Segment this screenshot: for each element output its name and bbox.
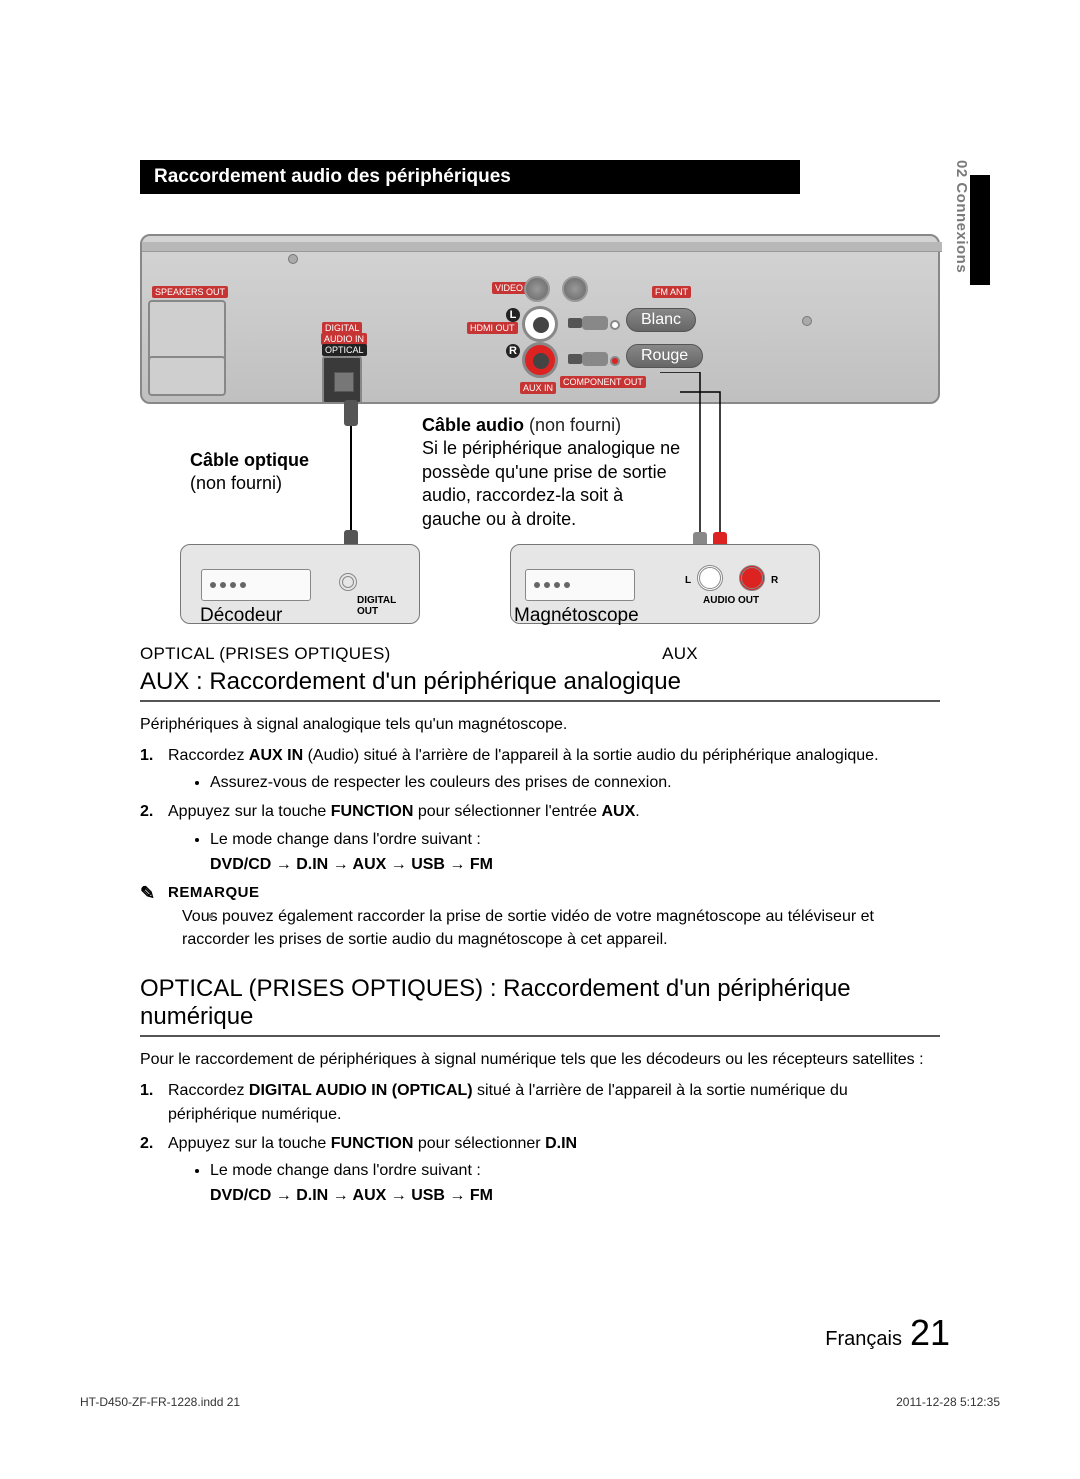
optical-port-inner	[334, 372, 354, 392]
bullet-square-icon: ▪	[208, 905, 214, 928]
side-black-bar	[970, 175, 990, 285]
section-banner: Raccordement audio des périphériques	[140, 160, 800, 194]
remark-heading: ✎ REMARQUE	[140, 884, 940, 901]
aux-mode-chain: DVD/CD → D.IN → AUX → USB → FM	[168, 853, 940, 876]
aux-section-label: AUX	[500, 644, 860, 664]
opt-step2-b1: FUNCTION	[331, 1135, 414, 1152]
print-timestamp: 2011-12-28 5:12:35	[896, 1395, 1000, 1409]
page-footer: Français 21	[825, 1312, 950, 1354]
opt-step2-pre: Appuyez sur la touche	[168, 1135, 331, 1152]
optical-label: OPTICAL	[322, 344, 367, 356]
vcr-label: Magnétoscope	[514, 604, 639, 629]
decoder-optical-port	[339, 573, 357, 591]
print-file: HT-D450-ZF-FR-1228.indd 21	[80, 1395, 240, 1409]
opt-step2-bullet: Le mode change dans l'ordre suivant :	[210, 1159, 940, 1182]
white-dot-icon	[610, 320, 620, 330]
rca-plug-white-icon	[568, 314, 608, 332]
step-number: 1.	[140, 1079, 153, 1102]
step-number: 1.	[140, 744, 153, 767]
optical-cable-label: Câble optique	[190, 450, 309, 470]
aux-in-label: AUX IN	[520, 382, 556, 394]
step-number: 2.	[140, 1132, 153, 1155]
opt-step2-b2: D.IN	[545, 1135, 577, 1152]
hdmi-out-label: HDMI OUT	[467, 322, 518, 334]
vcr-r-label: R	[771, 575, 778, 586]
vcr-l-label: L	[685, 575, 691, 586]
aux-step1-bullet: Assurez-vous de respecter les couleurs d…	[210, 771, 940, 794]
opt-step1-b1: DIGITAL AUDIO IN (OPTICAL)	[249, 1082, 473, 1099]
rca-cable-line-icon	[600, 372, 730, 562]
vcr-left-jack	[697, 565, 723, 591]
aux-step-2: 2. Appuyez sur la touche FUNCTION pour s…	[140, 800, 940, 876]
optical-cable-sub: (non fourni)	[190, 473, 282, 493]
optical-step-1: 1. Raccordez DIGITAL AUDIO IN (OPTICAL) …	[140, 1079, 940, 1125]
optical-cable-note: Câble optique (non fourni)	[190, 449, 309, 496]
optical-intro: Pour le raccordement de périphériques à …	[140, 1051, 940, 1069]
screw-icon	[288, 254, 298, 264]
decoder-body	[201, 569, 311, 601]
device-top-band	[142, 242, 942, 252]
aux-step-1: 1. Raccordez AUX IN (Audio) situé à l'ar…	[140, 744, 940, 794]
aux-step1-b1: AUX IN	[249, 747, 303, 764]
aux-steps: 1. Raccordez AUX IN (Audio) situé à l'ar…	[140, 744, 940, 876]
aux-in-right-jack	[522, 342, 558, 378]
rca-plug-red-icon	[568, 350, 608, 368]
optical-step-2: 2. Appuyez sur la touche FUNCTION pour s…	[140, 1132, 940, 1208]
aux-step1-pre: Raccordez	[168, 747, 249, 764]
footer-page-number: 21	[910, 1312, 950, 1354]
remark-text: Vous pouvez également raccorder la prise…	[182, 908, 874, 948]
optical-section-label: OPTICAL (PRISES OPTIQUES)	[140, 644, 500, 664]
audio-cable-label: Câble audio	[422, 415, 524, 435]
aux-l-marker: L	[506, 308, 520, 322]
red-dot-icon	[610, 356, 620, 366]
video-out-port	[524, 276, 550, 302]
optical-port	[322, 356, 362, 404]
blanc-pill: Blanc	[626, 308, 696, 332]
speaker-terminal-block	[148, 356, 226, 396]
vcr-right-jack	[739, 565, 765, 591]
speaker-terminal-block	[148, 300, 226, 364]
remark-head-text: REMARQUE	[168, 884, 260, 901]
screw-icon	[802, 316, 812, 326]
aux-step1-mid: (Audio) situé à l'arrière de l'appareil …	[303, 747, 878, 764]
remark-item: ▪ Vous pouvez également raccorder la pri…	[182, 905, 940, 951]
aux-step2-b2: AUX	[601, 803, 635, 820]
opt-mode-chain: DVD/CD → D.IN → AUX → USB → FM	[168, 1184, 940, 1207]
optical-cable-line-icon	[336, 400, 366, 560]
note-icon: ✎	[140, 883, 156, 904]
aux-step2-pre: Appuyez sur la touche	[168, 803, 331, 820]
opt-step2-mid: pour sélectionner	[413, 1135, 545, 1152]
aux-step2-b1: FUNCTION	[331, 803, 414, 820]
page-content: Raccordement audio des périphériques SPE…	[140, 160, 940, 1213]
step-number: 2.	[140, 800, 153, 823]
aux-intro: Périphériques à signal analogique tels q…	[140, 716, 940, 734]
aux-r-marker: R	[506, 344, 520, 358]
vcr-body	[525, 569, 635, 601]
print-metadata: HT-D450-ZF-FR-1228.indd 21 2011-12-28 5:…	[80, 1395, 1000, 1409]
optical-steps: 1. Raccordez DIGITAL AUDIO IN (OPTICAL) …	[140, 1079, 940, 1207]
remark-list: ▪ Vous pouvez également raccorder la pri…	[140, 905, 940, 951]
aux-step2-bullet: Le mode change dans l'ordre suivant :	[210, 828, 940, 851]
aux-heading: AUX : Raccordement d'un périphérique ana…	[140, 668, 940, 702]
digital-out-small-label: DIGITAL OUT	[357, 595, 419, 617]
connection-diagram: SPEAKERS OUT DIGITAL AUDIO IN OPTICAL VI…	[140, 204, 940, 654]
audio-out-small-label: AUDIO OUT	[703, 595, 759, 606]
decoder-label: Décodeur	[200, 604, 282, 629]
ycomponent-port	[562, 276, 588, 302]
opt-step1-pre: Raccordez	[168, 1082, 249, 1099]
aux-step2-mid: pour sélectionner l'entrée	[413, 803, 601, 820]
fm-ant-label: FM ANT	[652, 286, 691, 298]
device-rear-panel: SPEAKERS OUT DIGITAL AUDIO IN OPTICAL VI…	[140, 234, 940, 404]
optical-heading: OPTICAL (PRISES OPTIQUES) : Raccordement…	[140, 975, 940, 1037]
speakers-out-label: SPEAKERS OUT	[152, 286, 228, 298]
footer-lang: Français	[825, 1328, 902, 1351]
aux-in-left-jack	[522, 306, 558, 342]
rouge-pill: Rouge	[626, 344, 703, 368]
side-tab-label: 02 Connexions	[953, 160, 970, 273]
aux-step2-end: .	[635, 803, 639, 820]
